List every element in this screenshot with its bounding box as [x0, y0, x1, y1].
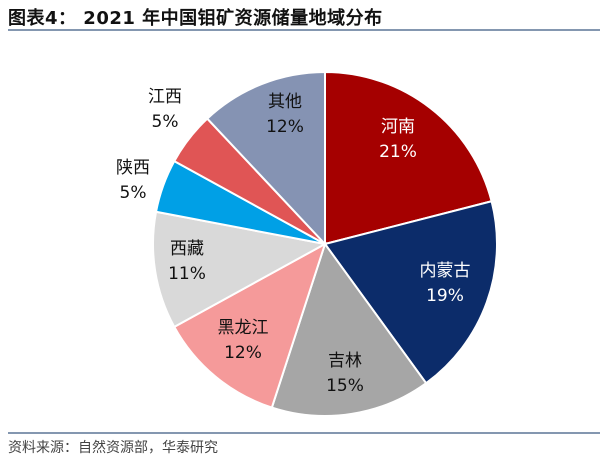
- pie-slice-7: [205, 70, 326, 247]
- source-divider: [8, 432, 600, 434]
- pie-slice-4: [152, 210, 328, 329]
- slice-value-label-2: 15%: [326, 376, 364, 396]
- pie-slice-0: [324, 70, 493, 246]
- slice-value-label-0: 21%: [379, 142, 417, 162]
- pie-slice-1: [323, 200, 498, 385]
- chart-title: 图表4： 2021 年中国钼矿资源储量地域分布: [8, 8, 383, 29]
- slice-name-label-2: 吉林: [328, 351, 362, 371]
- slice-value-label-7: 12%: [266, 117, 304, 137]
- slice-value-label-3: 12%: [224, 343, 262, 363]
- pie-slice-2: [270, 241, 428, 417]
- slice-value-label-5: 5%: [120, 183, 147, 203]
- slice-name-label-0: 河南: [381, 117, 415, 137]
- slice-name-label-1: 内蒙古: [420, 261, 471, 281]
- pie-slice-3: [172, 241, 327, 409]
- slice-name-label-5: 陕西: [116, 158, 150, 178]
- slice-name-label-4: 西藏: [170, 239, 204, 259]
- slice-name-label-3: 黑龙江: [218, 318, 269, 338]
- slice-value-label-6: 5%: [152, 112, 179, 132]
- slice-value-label-1: 19%: [426, 286, 464, 306]
- slice-name-label-6: 江西: [148, 87, 182, 107]
- slice-value-label-4: 11%: [168, 264, 206, 284]
- source-note: 资料来源：自然资源部，华泰研究: [8, 440, 218, 456]
- slice-name-label-7: 其他: [268, 92, 302, 112]
- title-divider: [8, 29, 600, 31]
